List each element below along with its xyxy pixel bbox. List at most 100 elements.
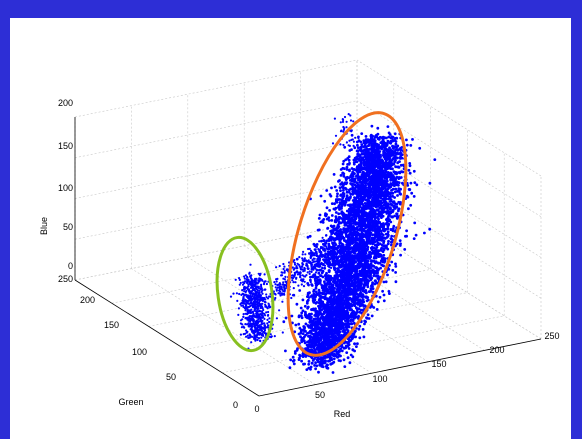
data-point: [288, 366, 292, 370]
data-point: [347, 347, 351, 350]
data-point: [304, 253, 307, 256]
data-point: [396, 194, 399, 197]
data-point: [255, 307, 258, 310]
data-point: [409, 144, 413, 147]
data-point: [395, 136, 399, 140]
data-point: [259, 313, 262, 316]
data-point: [259, 317, 262, 320]
data-point: [292, 287, 295, 290]
data-point: [263, 273, 266, 276]
data-point: [276, 277, 279, 280]
data-point: [389, 237, 393, 241]
data-point: [382, 247, 386, 251]
data-point: [253, 329, 257, 332]
data-point: [323, 359, 327, 362]
data-point: [256, 338, 259, 342]
data-point: [369, 290, 372, 293]
data-point: [314, 271, 317, 274]
data-point: [307, 259, 310, 262]
data-point: [339, 359, 342, 363]
data-point: [249, 275, 252, 278]
data-point: [329, 253, 332, 256]
data-point: [382, 256, 385, 260]
data-point: [258, 302, 261, 305]
data-point: [301, 332, 305, 335]
data-point: [368, 276, 372, 280]
data-point: [314, 361, 317, 365]
data-point: [395, 147, 398, 151]
data-point: [328, 359, 331, 363]
data-point: [247, 319, 250, 322]
data-point: [238, 278, 241, 281]
data-point: [261, 326, 264, 329]
data-point: [248, 305, 251, 308]
data-point: [342, 174, 346, 178]
data-point: [243, 275, 246, 278]
data-point: [347, 188, 351, 192]
data-point: [321, 302, 325, 305]
data-point: [323, 324, 327, 327]
data-point: [346, 318, 350, 322]
data-point: [281, 292, 284, 296]
data-point: [389, 164, 392, 168]
data-point: [394, 271, 397, 274]
data-point: [244, 303, 247, 306]
data-point: [303, 326, 306, 330]
data-point: [389, 202, 392, 206]
grid-line: [74, 222, 358, 281]
data-point: [349, 318, 353, 321]
data-point: [319, 194, 323, 198]
data-point: [319, 323, 322, 326]
data-point: [351, 348, 355, 352]
data-point: [301, 355, 305, 358]
data-point: [289, 358, 293, 362]
data-point: [305, 316, 309, 320]
data-point: [342, 192, 346, 196]
data-point: [292, 281, 295, 284]
data-point: [282, 262, 285, 266]
data-point: [253, 337, 257, 340]
data-point: [395, 152, 398, 156]
data-point: [296, 273, 299, 276]
data-point: [375, 243, 379, 247]
data-point: [391, 268, 395, 272]
data-point: [293, 261, 296, 264]
data-point: [283, 269, 286, 273]
data-point: [297, 263, 300, 266]
data-point: [376, 300, 380, 304]
data-point: [284, 287, 287, 290]
data-point: [242, 298, 245, 301]
data-point: [344, 344, 348, 348]
data-point: [342, 251, 346, 255]
data-point: [315, 245, 318, 249]
data-point: [394, 140, 398, 143]
data-point: [333, 202, 336, 206]
data-point: [343, 167, 346, 171]
data-point: [343, 223, 347, 227]
data-point: [264, 305, 267, 308]
grid-line: [131, 268, 316, 385]
data-point: [256, 336, 259, 339]
data-point: [360, 132, 364, 135]
data-point: [261, 302, 264, 305]
data-point: [246, 323, 249, 326]
data-point: [388, 292, 391, 295]
data-point: [309, 249, 313, 252]
data-point: [279, 290, 282, 293]
data-point: [237, 307, 240, 310]
data-point: [256, 296, 259, 299]
data-point: [253, 279, 256, 282]
data-point: [279, 294, 282, 297]
data-point: [363, 322, 366, 326]
data-point: [237, 313, 240, 316]
data-point: [408, 188, 411, 192]
data-point: [399, 163, 403, 167]
data-point: [336, 224, 340, 227]
data-point: [328, 193, 332, 196]
data-point: [318, 240, 321, 243]
data-point: [261, 319, 264, 322]
data-point: [407, 207, 410, 211]
data-point: [306, 271, 309, 274]
data-point: [314, 290, 318, 294]
data-point: [318, 294, 321, 298]
